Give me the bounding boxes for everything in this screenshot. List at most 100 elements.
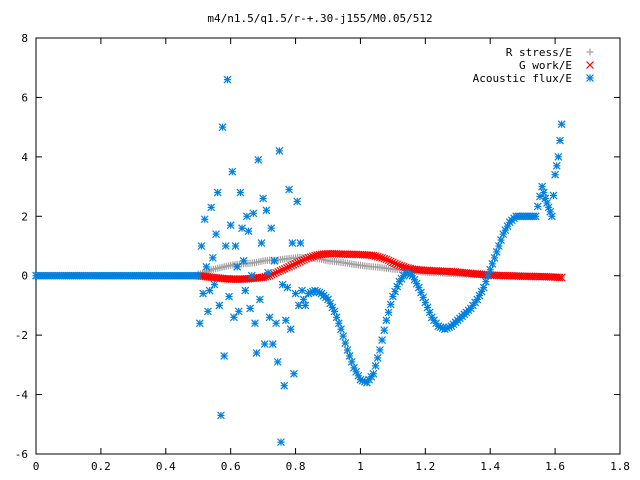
plot-frame <box>35 37 621 455</box>
data-point <box>494 242 503 250</box>
data-point <box>234 307 243 316</box>
data-point <box>373 252 382 261</box>
data-point <box>484 271 492 280</box>
data-point <box>282 263 291 272</box>
data-point <box>274 267 283 276</box>
data-point <box>293 258 302 267</box>
data-point <box>215 301 224 310</box>
data-point <box>386 300 395 309</box>
data-point <box>391 259 399 268</box>
data-point <box>225 292 233 301</box>
data-point <box>544 203 553 212</box>
data-point <box>244 227 253 236</box>
y-tick-label: -6 <box>15 448 28 461</box>
data-point <box>369 369 378 378</box>
data-point <box>249 209 258 218</box>
x-tick-label: 1.8 <box>610 460 630 473</box>
data-point <box>208 253 217 262</box>
data-point <box>288 239 297 247</box>
data-point <box>195 319 204 328</box>
data-point <box>285 185 293 194</box>
data-point <box>371 361 380 370</box>
chart-title: m4/n1.5/q1.5/r-+.30-j155/M0.05/512 <box>207 12 432 25</box>
data-point <box>280 264 289 273</box>
data-point <box>380 326 389 335</box>
data-point <box>229 313 238 322</box>
legend-label: Acoustic flux/E <box>473 72 572 85</box>
data-point <box>252 349 261 357</box>
legend-label: G work/E <box>519 59 572 72</box>
data-point <box>291 259 300 268</box>
data-point <box>221 242 230 250</box>
data-point <box>486 265 495 274</box>
data-point <box>207 203 216 212</box>
x-tick-label: 0.8 <box>286 460 306 473</box>
data-point <box>304 253 313 262</box>
data-point <box>488 259 497 268</box>
data-point <box>295 257 304 266</box>
data-point <box>217 411 225 420</box>
data-point <box>254 155 263 164</box>
data-point <box>199 289 208 298</box>
data-point <box>286 325 295 334</box>
data-point <box>277 438 285 447</box>
data-point <box>531 212 540 221</box>
legend-marker <box>586 48 594 56</box>
data-point <box>386 257 395 266</box>
data-point <box>375 253 384 262</box>
data-point <box>375 346 384 354</box>
x-tick-label: 1.2 <box>415 460 435 473</box>
data-point <box>233 262 242 271</box>
data-point <box>294 301 303 310</box>
data-point <box>296 239 305 247</box>
y-tick-label: 6 <box>21 91 28 104</box>
data-point <box>287 261 296 270</box>
data-point <box>299 295 308 304</box>
data-point <box>399 262 408 271</box>
data-point <box>212 230 220 239</box>
data-point <box>205 286 214 295</box>
data-point <box>242 212 251 221</box>
data-point <box>397 262 406 270</box>
data-point <box>497 236 505 244</box>
data-point <box>339 332 348 341</box>
x-tick-label: 0.4 <box>156 460 176 473</box>
data-point <box>257 239 266 247</box>
data-point <box>262 206 271 215</box>
data-point <box>204 307 212 316</box>
data-point <box>251 319 259 328</box>
data-point <box>273 357 282 366</box>
data-point <box>226 221 235 230</box>
data-point <box>330 307 339 316</box>
data-point <box>255 295 264 304</box>
series-2 <box>32 75 566 447</box>
data-point <box>239 256 248 265</box>
data-point <box>395 261 404 270</box>
data-point <box>264 268 272 277</box>
data-point <box>492 248 501 256</box>
y-tick-label: 8 <box>21 32 28 45</box>
data-point <box>300 255 309 264</box>
data-point <box>278 265 287 274</box>
data-point <box>301 301 310 310</box>
data-point <box>218 123 227 132</box>
data-point <box>223 75 232 84</box>
data-point <box>539 188 548 197</box>
legend-marker <box>586 61 594 69</box>
data-point <box>275 146 284 155</box>
x-tick-label: 1.4 <box>480 460 500 473</box>
data-point <box>538 182 547 191</box>
data-point <box>479 283 488 292</box>
data-point <box>228 167 237 176</box>
data-point <box>238 224 246 233</box>
data-point <box>276 266 285 275</box>
data-point <box>272 268 281 277</box>
data-point <box>220 352 229 360</box>
data-point <box>260 340 269 348</box>
data-point <box>236 188 245 197</box>
data-point <box>293 197 302 206</box>
data-point <box>281 316 290 325</box>
data-point <box>289 260 298 269</box>
y-tick-label: -2 <box>15 329 28 342</box>
